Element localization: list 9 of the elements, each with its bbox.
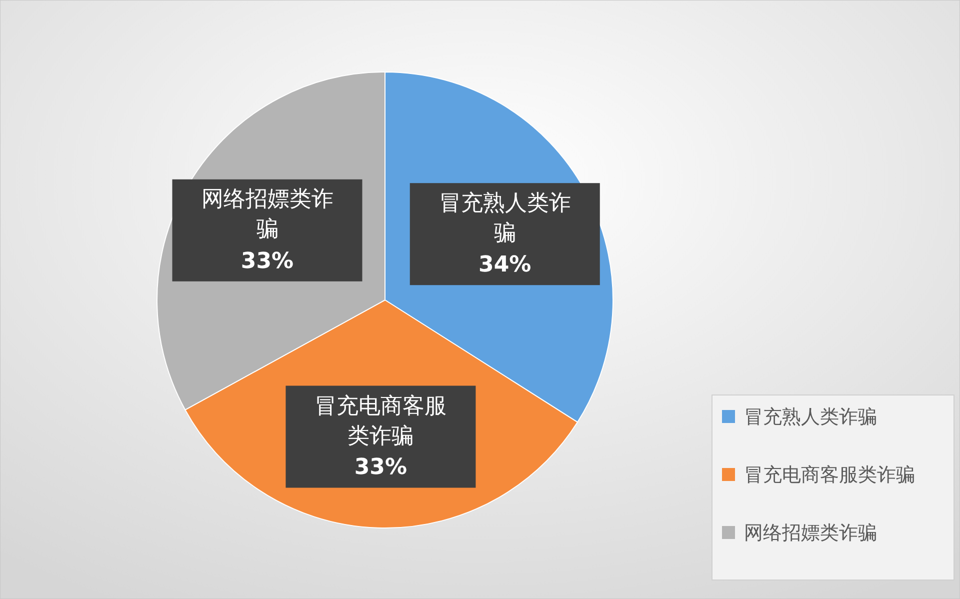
data-label: 33% [354, 455, 408, 480]
data-label: 34% [478, 252, 532, 278]
legend-label: 网络招嫖类诈骗 [744, 522, 877, 544]
slice-label: 网络招嫖类诈骗 [200, 186, 334, 244]
slice-label: 冒充熟人类诈骗 [438, 190, 572, 248]
data-label: 33% [240, 248, 294, 274]
legend-label: 冒充熟人类诈骗 [744, 406, 877, 428]
slice-label: 冒充电商客服类诈骗 [314, 392, 448, 451]
legend-label: 冒充电商客服类诈骗 [744, 464, 915, 486]
